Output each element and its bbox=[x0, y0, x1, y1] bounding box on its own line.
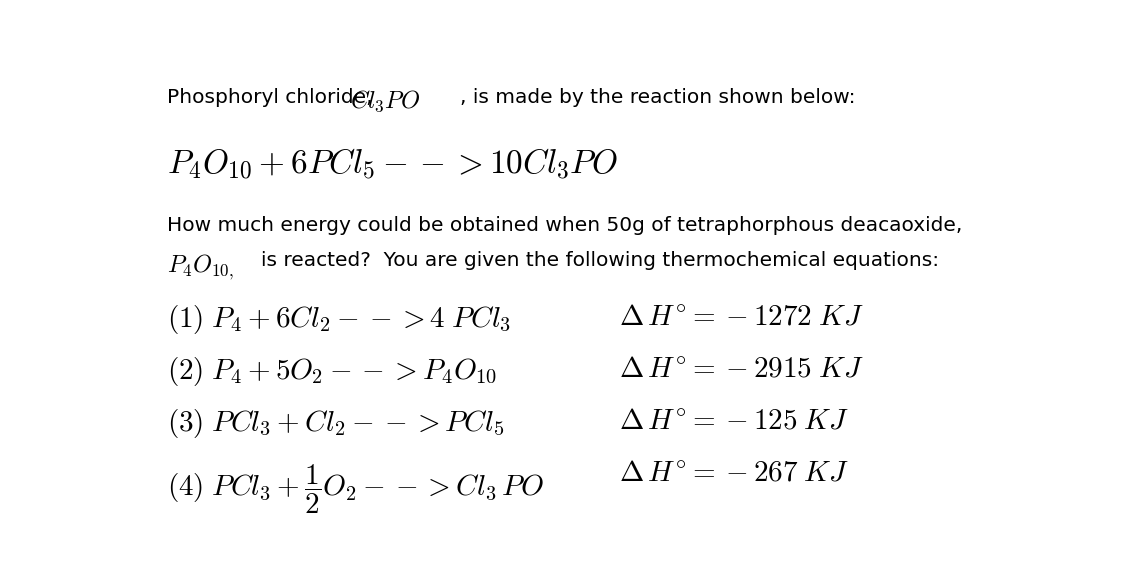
Text: $\mathbf{\mathit{\Delta\, H^{\circ} = -125\; KJ}}$: $\mathbf{\mathit{\Delta\, H^{\circ} = -1… bbox=[619, 407, 849, 435]
Text: $\mathbf{\mathit{Cl_3PO}}$: $\mathbf{\mathit{Cl_3PO}}$ bbox=[349, 89, 420, 114]
Text: is reacted?  You are given the following thermochemical equations:: is reacted? You are given the following … bbox=[262, 251, 940, 269]
Text: $\mathbf{\mathit{(2)\; P_4 + 5O_2 - - > P_4O_{10}}}$: $\mathbf{\mathit{(2)\; P_4 + 5O_2 - - > … bbox=[167, 355, 497, 388]
Text: $\mathbf{\mathit{\Delta\, H^{\circ} = -2915\; KJ}}$: $\mathbf{\mathit{\Delta\, H^{\circ} = -2… bbox=[619, 355, 864, 383]
Text: $\mathbf{\mathit{P_4O_{10,}}}$: $\mathbf{\mathit{P_4O_{10,}}}$ bbox=[167, 253, 233, 283]
Text: $\mathbf{\mathit{(4)\; PCl_3 + \dfrac{1}{2}O_2 - - > Cl_3\, PO}}$: $\mathbf{\mathit{(4)\; PCl_3 + \dfrac{1}… bbox=[167, 463, 544, 517]
Text: $\mathbf{\mathit{P_4O_{10} + 6PCl_5 - - > 10Cl_3PO}}$: $\mathbf{\mathit{P_4O_{10} + 6PCl_5 - - … bbox=[167, 146, 618, 181]
Text: Phosphoryl chloride,: Phosphoryl chloride, bbox=[167, 89, 379, 108]
Text: , is made by the reaction shown below:: , is made by the reaction shown below: bbox=[460, 89, 856, 108]
Text: $\mathbf{\mathit{(1)\; P_4 + 6Cl_2 - - > 4\; PCl_3}}$: $\mathbf{\mathit{(1)\; P_4 + 6Cl_2 - - >… bbox=[167, 303, 511, 336]
Text: $\mathbf{\mathit{\Delta\, H^{\circ} = -1272\; KJ}}$: $\mathbf{\mathit{\Delta\, H^{\circ} = -1… bbox=[619, 303, 864, 331]
Text: How much energy could be obtained when 50g of tetraphorphous deacaoxide,: How much energy could be obtained when 5… bbox=[167, 216, 963, 235]
Text: $\mathbf{\mathit{\Delta\, H^{\circ} = -267\; KJ}}$: $\mathbf{\mathit{\Delta\, H^{\circ} = -2… bbox=[619, 459, 849, 487]
Text: $\mathbf{\mathit{(3)\; PCl_3 + Cl_2 - - > PCl_5}}$: $\mathbf{\mathit{(3)\; PCl_3 + Cl_2 - - … bbox=[167, 407, 504, 440]
